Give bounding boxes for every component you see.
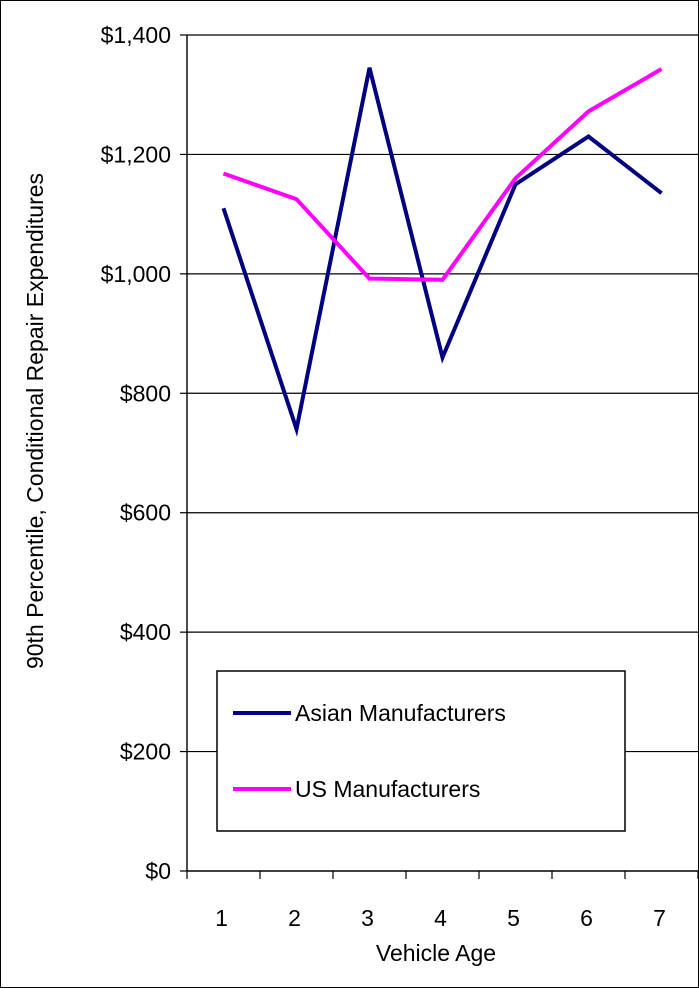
y-tick-label: $200: [120, 739, 171, 765]
series-line-asian-manufacturers: [221, 67, 663, 437]
y-axis: $0 $200 $400 $600 $800 $1,000 $1,200 $1,400: [101, 22, 188, 884]
y-tick-label: $800: [120, 380, 171, 406]
x-tick-label: 6: [580, 905, 593, 931]
legend-label-asian: Asian Manufacturers: [295, 700, 506, 726]
series-lines: [221, 67, 663, 437]
x-tick-label: 2: [288, 905, 301, 931]
gridlines: [187, 34, 698, 753]
y-axis-title: 90th Percentile, Conditional Repair Expe…: [22, 173, 48, 669]
y-tick-label: $0: [145, 858, 171, 884]
x-axis: 1 2 3 4 5 6 7: [186, 870, 698, 931]
y-tick-label: $1,000: [101, 261, 171, 287]
y-tick-label: $1,400: [101, 22, 171, 48]
y-tick-label: $600: [120, 500, 171, 526]
x-tick-label: 1: [215, 905, 228, 931]
x-axis-title: Vehicle Age: [376, 940, 496, 966]
y-tick-label: $1,200: [101, 141, 171, 167]
y-tick-label: $400: [120, 619, 171, 645]
legend: Asian Manufacturers US Manufacturers: [216, 670, 626, 832]
x-tick-label: 4: [434, 905, 447, 931]
legend-label-us: US Manufacturers: [295, 776, 480, 802]
x-tick-label: 3: [361, 905, 374, 931]
x-tick-label: 7: [653, 905, 666, 931]
series-line-us-manufacturers: [222, 67, 663, 282]
x-tick-label: 5: [507, 905, 520, 931]
legend-box: [216, 670, 626, 832]
